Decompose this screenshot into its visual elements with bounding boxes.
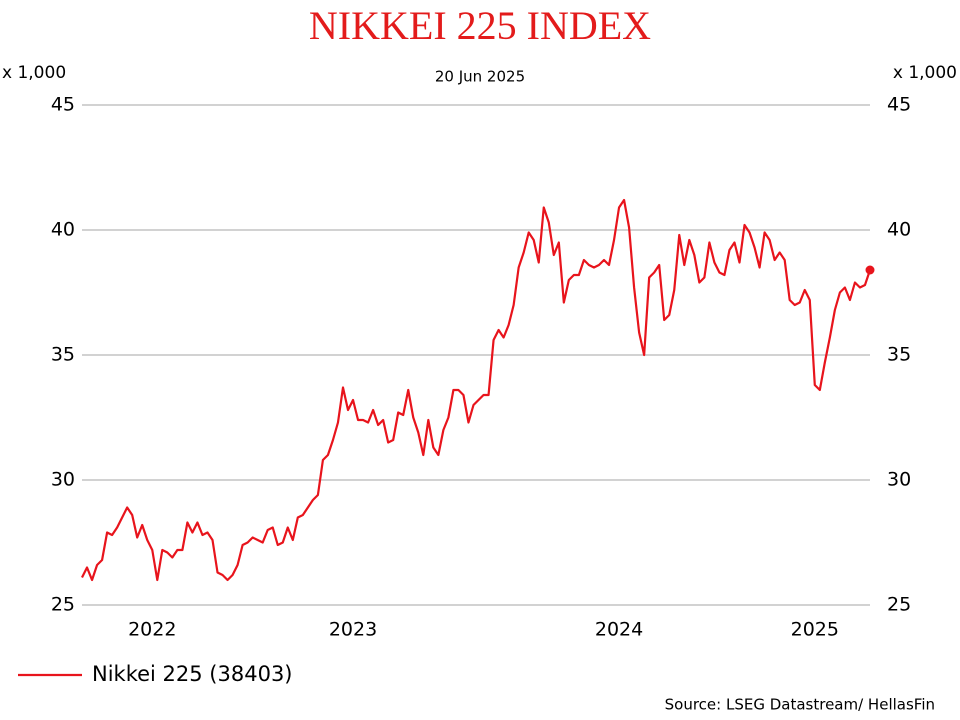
chart-title: NIKKEI 225 INDEX <box>309 3 651 48</box>
end-marker <box>865 265 875 275</box>
chart-subtitle: 20 Jun 2025 <box>435 68 525 86</box>
y-axis-label: x 1,000 <box>2 63 66 83</box>
x-tick-label: 2024 <box>595 619 643 641</box>
y-tick-label: 30 <box>51 469 75 491</box>
y-tick-label: 40 <box>51 219 75 241</box>
x-tick-label: 2025 <box>791 619 839 641</box>
y2-tick-label: 25 <box>887 594 911 616</box>
y2-axis-label: x 1,000 <box>893 63 957 83</box>
x-tick-label: 2022 <box>128 619 176 641</box>
data-line <box>81 198 872 582</box>
y-tick-label: 45 <box>51 94 75 116</box>
legend-label: Nikkei 225 (38403) <box>92 662 293 686</box>
x-tick-label: 2023 <box>329 619 377 641</box>
y-tick-label: 35 <box>51 344 75 366</box>
source-note: Source: LSEG Datastream/ HellasFin <box>665 696 935 714</box>
y2-tick-label: 30 <box>887 469 911 491</box>
y2-tick-label: 40 <box>887 219 911 241</box>
y-tick-label: 25 <box>51 594 75 616</box>
y2-tick-label: 35 <box>887 344 911 366</box>
y2-tick-label: 45 <box>887 94 911 116</box>
